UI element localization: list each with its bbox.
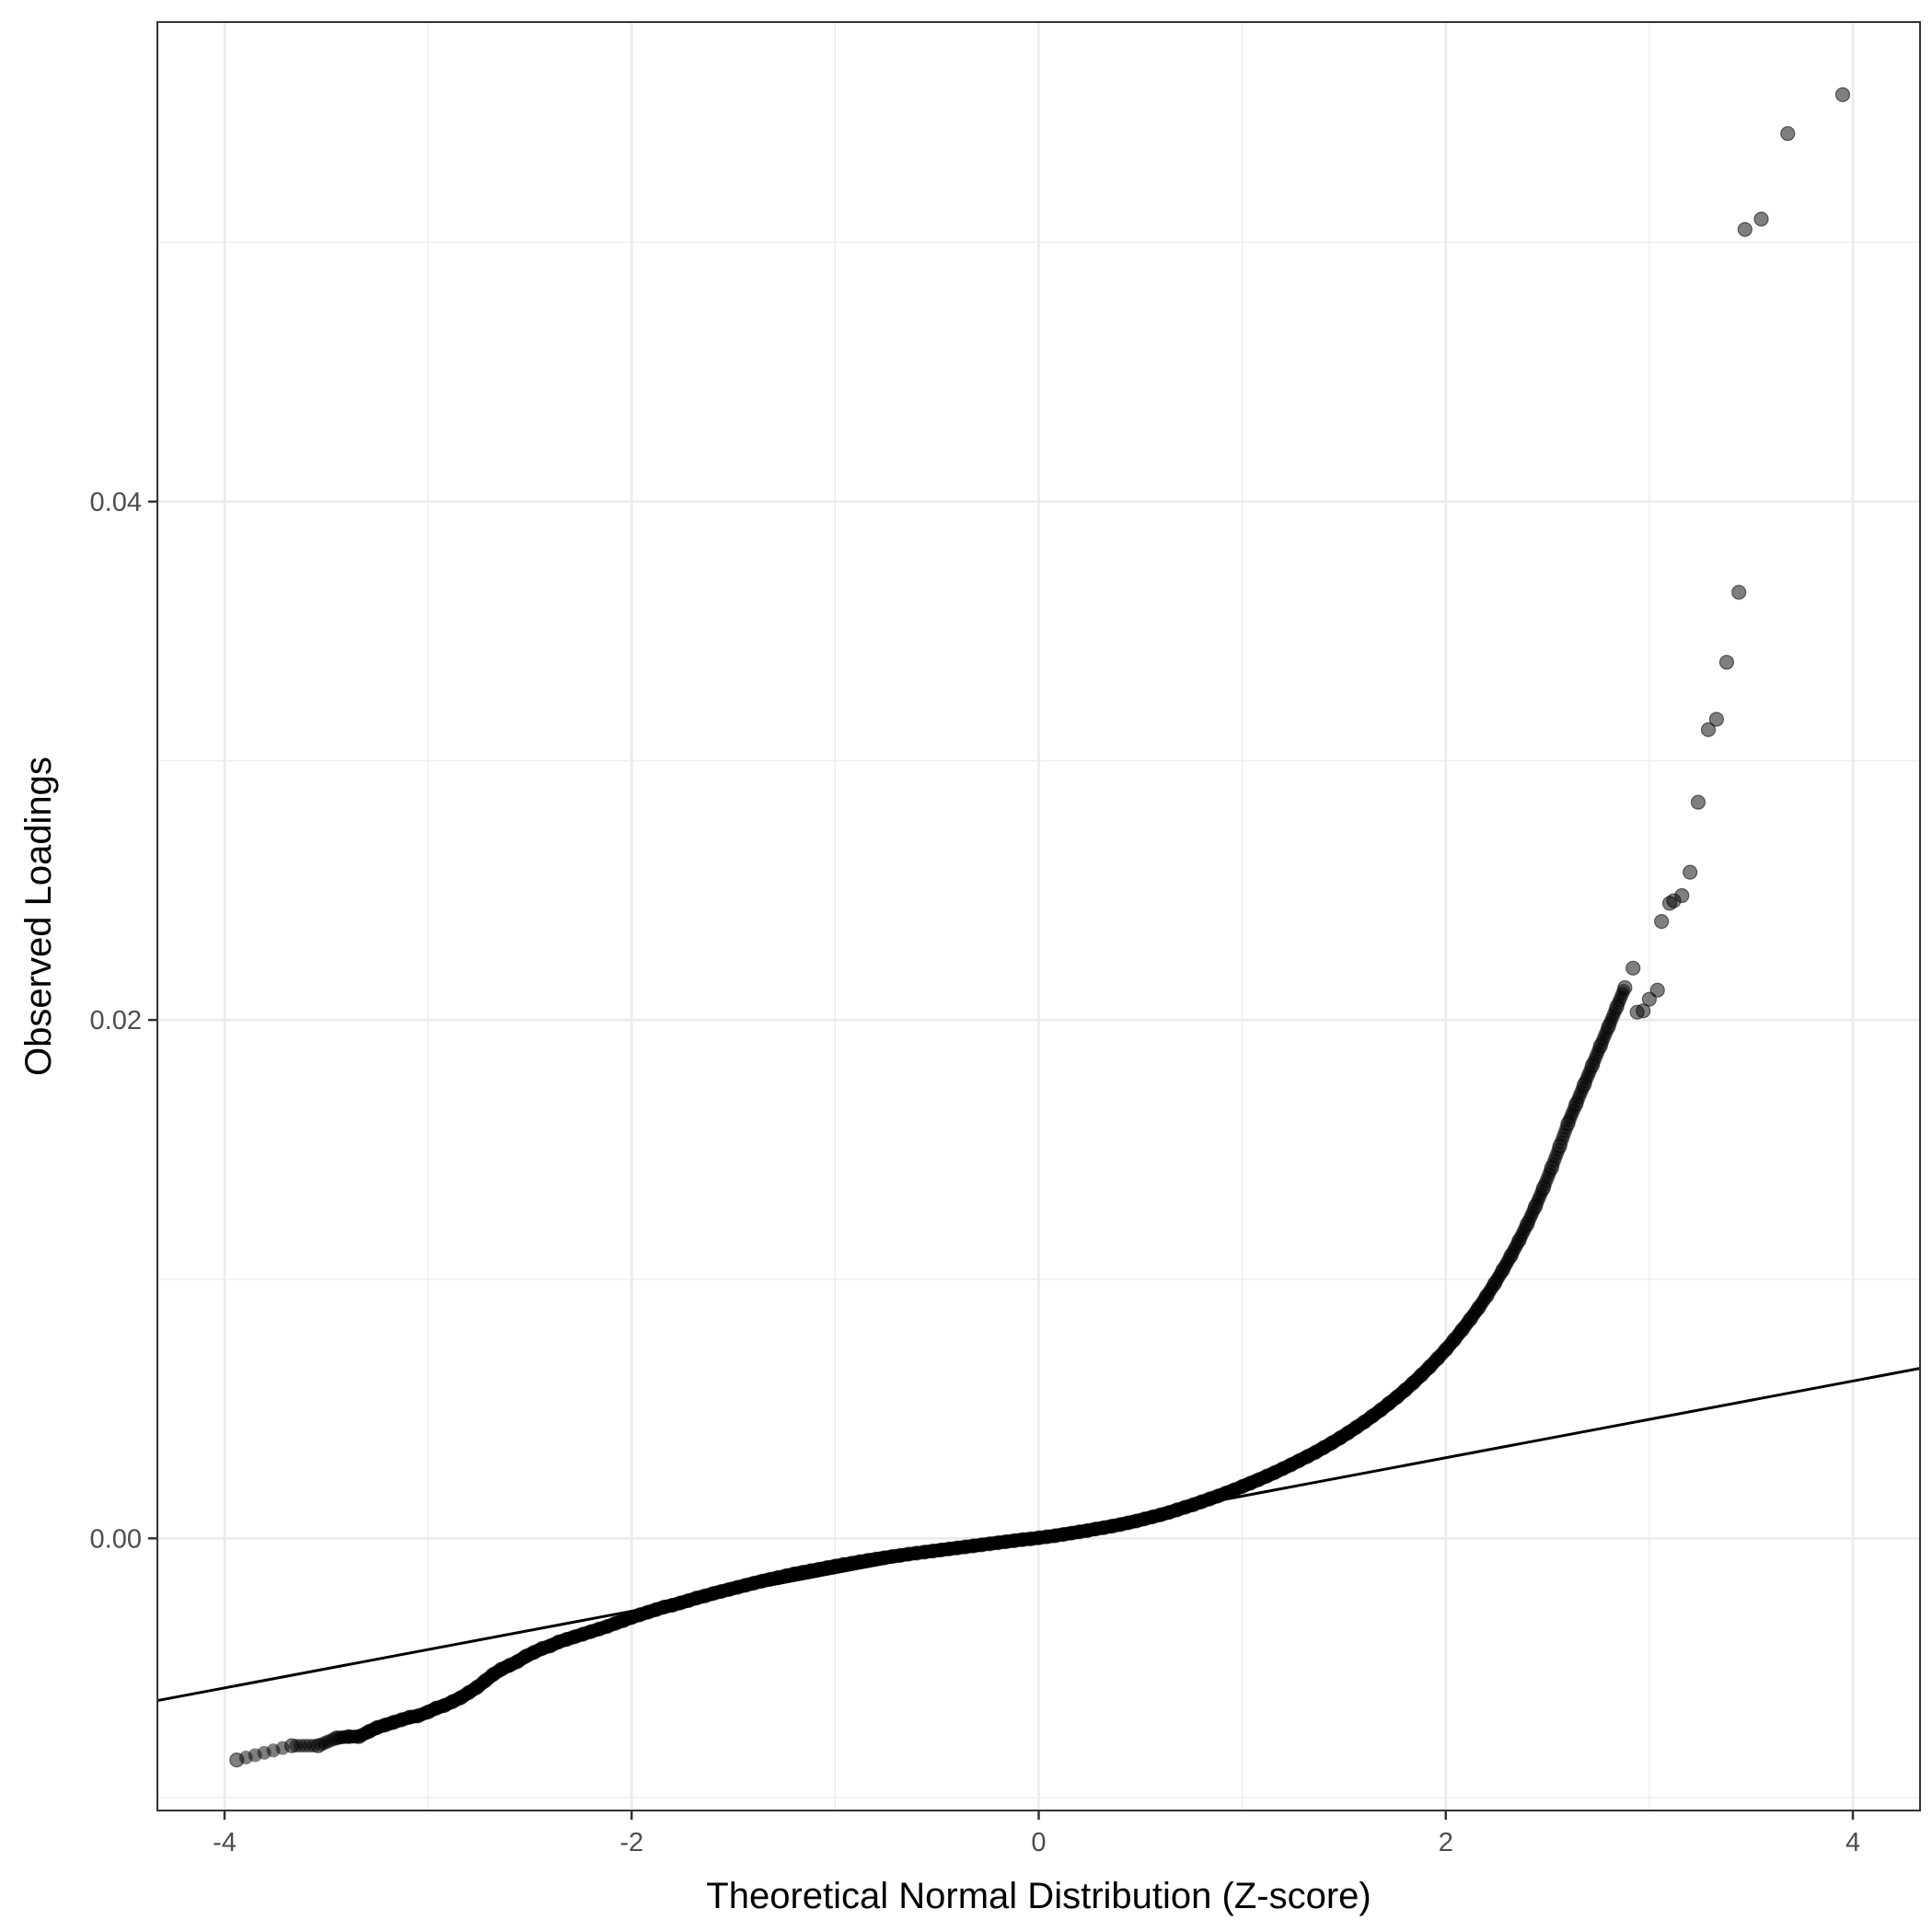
x-axis-title: Theoretical Normal Distribution (Z-score… — [706, 1876, 1371, 1916]
y-axis-title: Observed Loadings — [18, 757, 59, 1076]
data-points — [229, 87, 1851, 1768]
data-point — [1753, 211, 1769, 227]
data-point — [1737, 222, 1753, 237]
data-point — [1674, 887, 1690, 904]
data-point — [1625, 960, 1641, 976]
x-tick-label: 2 — [1439, 1828, 1453, 1857]
y-tick-label: 0.04 — [90, 488, 142, 517]
x-axis: -4 -2 0 2 4 — [213, 1811, 1860, 1857]
data-point — [1718, 654, 1735, 670]
x-tick-label: -4 — [213, 1828, 237, 1857]
data-point — [1834, 87, 1851, 102]
data-point-fill — [1616, 983, 1631, 998]
data-point — [1683, 864, 1698, 880]
y-axis: 0.00 0.02 0.04 — [90, 488, 157, 1554]
x-tick-label: 0 — [1031, 1828, 1046, 1857]
data-point — [1708, 711, 1724, 727]
y-tick-label: 0.00 — [90, 1524, 142, 1554]
data-point — [1636, 1003, 1651, 1019]
y-tick-label: 0.02 — [90, 1006, 142, 1035]
data-point — [1649, 982, 1665, 998]
x-tick-label: -2 — [619, 1828, 643, 1857]
data-point-fill — [275, 1741, 290, 1755]
data-point — [1731, 584, 1747, 600]
data-point — [1690, 794, 1706, 810]
data-point — [1700, 722, 1717, 737]
data-point — [1780, 125, 1796, 142]
data-point — [1654, 914, 1670, 930]
x-tick-label: 4 — [1845, 1828, 1860, 1857]
